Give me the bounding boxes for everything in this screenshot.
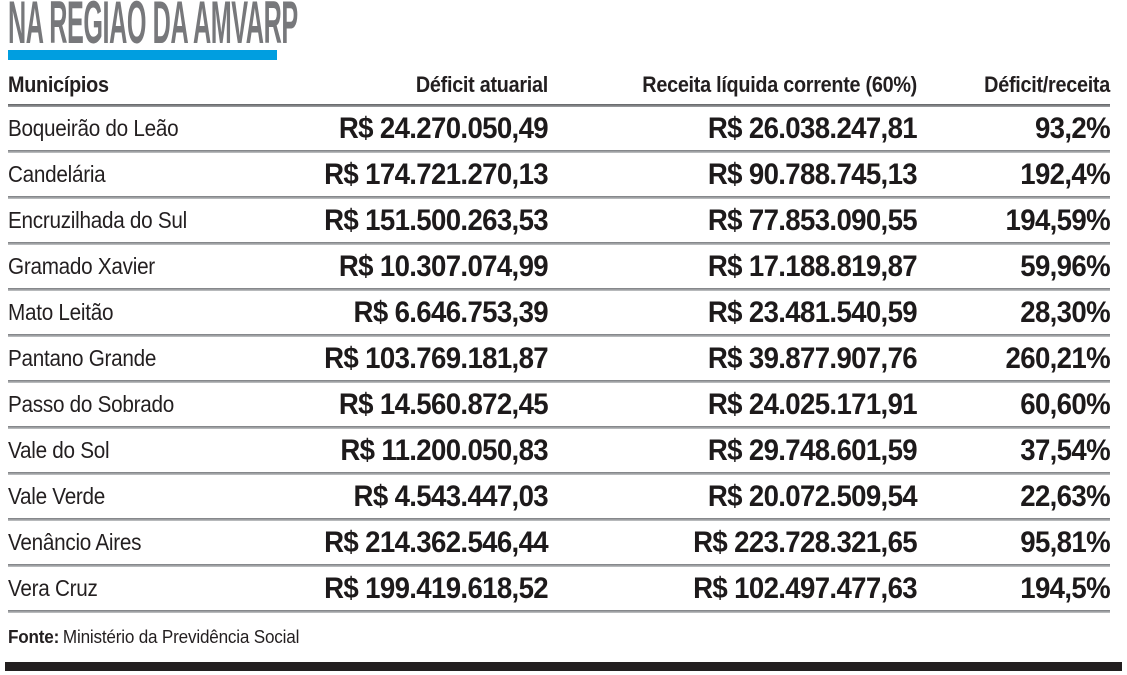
- deficit-cell: R$ 103.769.181,87: [324, 341, 549, 375]
- deficit-cell: R$ 24.270.050,49: [338, 111, 549, 145]
- column-header-receita: Receita líquida corrente (60%): [642, 72, 917, 97]
- deficit-cell: R$ 174.721.270,13: [324, 157, 549, 191]
- row-divider: [8, 518, 1110, 521]
- title-accent-bar: [8, 50, 277, 60]
- ratio-cell: 93,2%: [1034, 111, 1111, 145]
- row-divider: [8, 196, 1110, 199]
- deficit-cell: R$ 214.362.546,44: [324, 525, 549, 559]
- column-header-municipios: Municípios: [8, 72, 109, 97]
- ratio-cell: 60,60%: [1020, 387, 1110, 421]
- deficit-cell: R$ 14.560.872,45: [338, 387, 549, 421]
- municipality-cell: Gramado Xavier: [8, 253, 155, 279]
- table-row: Mato Leitão R$ 6.646.753,39 R$ 23.481.54…: [8, 291, 1111, 334]
- table-row: Boqueirão do Leão R$ 24.270.050,49 R$ 26…: [8, 107, 1111, 150]
- receita-cell: R$ 77.853.090,55: [707, 203, 918, 237]
- ratio-cell: 260,21%: [1005, 341, 1111, 375]
- row-divider: [8, 380, 1110, 383]
- table-header-row: Municípios Déficit atuarial Receita líqu…: [8, 60, 1110, 104]
- row-divider: [8, 564, 1110, 567]
- deficit-cell: R$ 4.543.447,03: [353, 479, 549, 513]
- row-divider: [8, 150, 1110, 153]
- row-divider: [8, 610, 1110, 613]
- receita-cell: R$ 39.877.907,76: [707, 341, 918, 375]
- table-row: Encruzilhada do Sul R$ 151.500.263,53 R$…: [8, 199, 1111, 242]
- table-body: Boqueirão do Leão R$ 24.270.050,49 R$ 26…: [8, 107, 1111, 613]
- deficit-cell: R$ 10.307.074,99: [338, 249, 549, 283]
- header-divider: [8, 104, 1110, 107]
- ratio-cell: 194,59%: [1005, 203, 1111, 237]
- municipality-cell: Mato Leitão: [8, 299, 114, 325]
- table-row: Pantano Grande R$ 103.769.181,87 R$ 39.8…: [8, 337, 1111, 380]
- table-row: Gramado Xavier R$ 10.307.074,99 R$ 17.18…: [8, 245, 1111, 288]
- ratio-cell: 192,4%: [1020, 157, 1110, 191]
- municipality-cell: Venâncio Aires: [8, 529, 142, 555]
- ratio-cell: 59,96%: [1020, 249, 1110, 283]
- municipality-cell: Vale Verde: [8, 483, 106, 509]
- table-row: Passo do Sobrado R$ 14.560.872,45 R$ 24.…: [8, 383, 1111, 426]
- row-divider: [8, 288, 1110, 291]
- receita-cell: R$ 23.481.540,59: [707, 295, 918, 329]
- ratio-cell: 22,63%: [1020, 479, 1110, 513]
- receita-cell: R$ 17.188.819,87: [707, 249, 918, 283]
- column-header-deficit-receita: Déficit/receita: [984, 72, 1110, 97]
- row-divider: [8, 426, 1110, 429]
- ratio-cell: 194,5%: [1020, 571, 1110, 605]
- table-row: Venâncio Aires R$ 214.362.546,44 R$ 223.…: [8, 521, 1111, 564]
- table-row: Vera Cruz R$ 199.419.618,52 R$ 102.497.4…: [8, 567, 1111, 610]
- table-row: Vale Verde R$ 4.543.447,03 R$ 20.072.509…: [8, 475, 1111, 518]
- receita-cell: R$ 24.025.171,91: [707, 387, 918, 421]
- receita-cell: R$ 90.788.745,13: [707, 157, 918, 191]
- row-divider: [8, 334, 1110, 337]
- receita-cell: R$ 29.748.601,59: [707, 433, 918, 467]
- source-label: Fonte:: [8, 627, 60, 647]
- receita-cell: R$ 20.072.509,54: [707, 479, 918, 513]
- deficit-cell: R$ 6.646.753,39: [353, 295, 549, 329]
- municipality-cell: Passo do Sobrado: [8, 391, 175, 417]
- table-row: Candelária R$ 174.721.270,13 R$ 90.788.7…: [8, 153, 1111, 196]
- municipality-cell: Vale do Sol: [8, 437, 110, 463]
- receita-cell: R$ 223.728.321,65: [693, 525, 918, 559]
- ratio-cell: 37,54%: [1020, 433, 1110, 467]
- municipality-cell: Boqueirão do Leão: [8, 115, 179, 141]
- deficit-cell: R$ 151.500.263,53: [324, 203, 549, 237]
- municipality-cell: Candelária: [8, 161, 106, 187]
- ratio-cell: 28,30%: [1020, 295, 1110, 329]
- receita-cell: R$ 26.038.247,81: [707, 111, 918, 145]
- deficit-cell: R$ 11.200.050,83: [340, 433, 548, 467]
- table-row: Vale do Sol R$ 11.200.050,83 R$ 29.748.6…: [8, 429, 1111, 472]
- ratio-cell: 95,81%: [1020, 525, 1110, 559]
- deficit-cell: R$ 199.419.618,52: [324, 571, 549, 605]
- source-text: Ministério da Previdência Social: [62, 627, 300, 647]
- column-header-deficit: Déficit atuarial: [415, 72, 548, 97]
- receita-cell: R$ 102.497.477,63: [693, 571, 918, 605]
- page-title: NA REGIÃO DA AMVARP: [8, 0, 298, 56]
- municipality-cell: Vera Cruz: [8, 575, 98, 601]
- bottom-rule: [5, 662, 1122, 671]
- municipality-cell: Pantano Grande: [8, 345, 157, 371]
- municipality-cell: Encruzilhada do Sul: [8, 207, 187, 233]
- row-divider: [8, 472, 1110, 475]
- row-divider: [8, 242, 1110, 245]
- source-note: Fonte: Ministério da Previdência Social: [8, 627, 1055, 648]
